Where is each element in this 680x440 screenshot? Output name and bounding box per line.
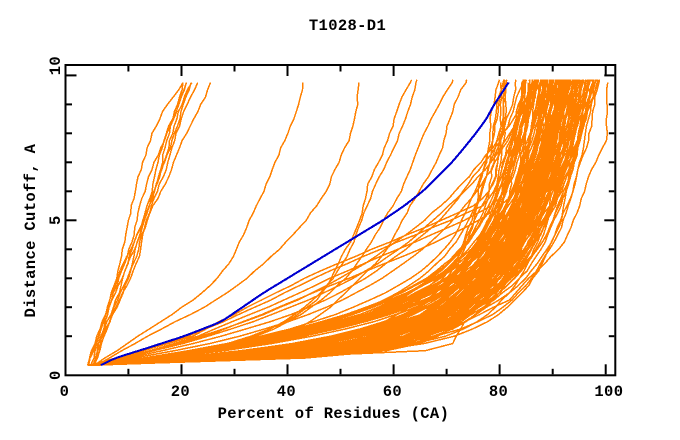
svg-text:Distance Cutoff, A: Distance Cutoff, A bbox=[22, 143, 40, 317]
svg-text:40: 40 bbox=[277, 383, 296, 401]
svg-text:0: 0 bbox=[60, 383, 70, 401]
svg-text:20: 20 bbox=[171, 383, 190, 401]
svg-text:100: 100 bbox=[594, 383, 623, 401]
svg-text:T1028-D1: T1028-D1 bbox=[309, 17, 386, 35]
svg-text:0: 0 bbox=[47, 370, 65, 380]
svg-text:60: 60 bbox=[383, 383, 402, 401]
svg-text:10: 10 bbox=[47, 56, 65, 75]
svg-text:5: 5 bbox=[47, 215, 65, 225]
svg-text:Percent of Residues (CA): Percent of Residues (CA) bbox=[218, 405, 450, 423]
svg-text:80: 80 bbox=[489, 383, 508, 401]
